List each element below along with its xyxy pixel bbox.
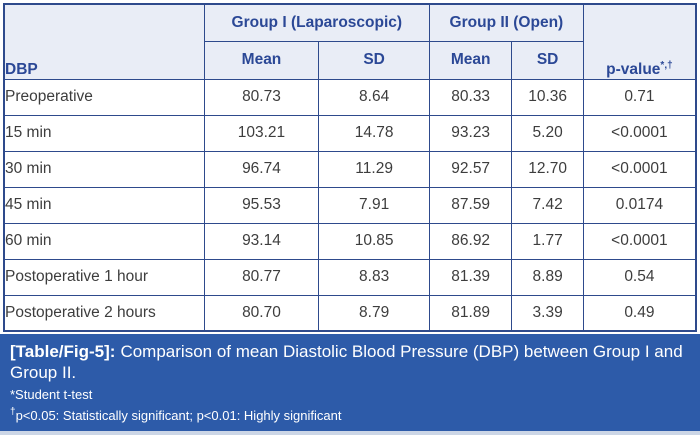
- col-header-pvalue: p-value*,†: [582, 3, 697, 80]
- footnote-student-ttest: *Student t-test: [10, 387, 93, 402]
- g1-sd-cell: 7.91: [318, 186, 430, 224]
- col-header-dbp: DBP: [3, 3, 205, 80]
- table-row: 45 min 95.53 7.91 87.59 7.42 0.0174: [3, 186, 697, 224]
- footnote-dagger-superscript: †: [10, 406, 16, 418]
- g1-mean-cell: 80.73: [203, 78, 320, 116]
- col-header-group2: Group II (Open): [428, 3, 584, 42]
- g2-mean-cell: 86.92: [428, 222, 513, 260]
- pvalue-cell: <0.0001: [582, 150, 697, 188]
- row-label-cell: Postoperative 1 hour: [3, 258, 205, 296]
- g2-sd-cell: 7.42: [511, 186, 584, 224]
- g1-mean-cell: 93.14: [203, 222, 320, 260]
- g1-sd-cell: 8.79: [318, 294, 430, 332]
- row-label-cell: 60 min: [3, 222, 205, 260]
- row-label-cell: Preoperative: [3, 78, 205, 116]
- g2-mean-cell: 93.23: [428, 114, 513, 152]
- footnote-significance: †p<0.05: Statistically significant; p<0.…: [10, 406, 690, 425]
- table-caption-footer: [Table/Fig-5]: Comparison of mean Diastol…: [0, 334, 700, 431]
- pvalue-cell: 0.49: [582, 294, 697, 332]
- row-label-cell: 15 min: [3, 114, 205, 152]
- col-header-mean-g2: Mean: [428, 40, 513, 80]
- g2-mean-cell: 80.33: [428, 78, 513, 116]
- caption-tag: [Table/Fig-5]:: [10, 342, 116, 361]
- g2-sd-cell: 12.70: [511, 150, 584, 188]
- pvalue-cell: 0.0174: [582, 186, 697, 224]
- header-row-stats: Mean SD Mean SD: [4, 40, 696, 80]
- g2-sd-cell: 1.77: [511, 222, 584, 260]
- col-header-group1: Group I (Laparoscopic): [203, 3, 430, 42]
- g1-sd-cell: 14.78: [318, 114, 430, 152]
- pvalue-cell: 0.71: [582, 78, 697, 116]
- header-row-groups: DBP Group I (Laparoscopic) Group II (Ope…: [3, 3, 697, 80]
- g2-mean-cell: 81.89: [428, 294, 513, 332]
- pvalue-header-superscript: *,†: [660, 59, 673, 71]
- g2-mean-cell: 87.59: [428, 186, 513, 224]
- g1-mean-cell: 95.53: [203, 186, 320, 224]
- g2-sd-cell: 5.20: [511, 114, 584, 152]
- row-label-cell: 30 min: [3, 150, 205, 188]
- g2-sd-cell: 10.36: [511, 78, 584, 116]
- table-row: Preoperative 80.73 8.64 80.33 10.36 0.71: [3, 78, 697, 116]
- table-row: Postoperative 2 hours 80.70 8.79 81.89 3…: [3, 294, 697, 332]
- pvalue-header-label: p-value: [606, 60, 661, 78]
- footnote-significance-text: p<0.05: Statistically significant; p<0.0…: [15, 408, 342, 423]
- caption-text: Comparison of mean Diastolic Blood Press…: [10, 342, 683, 382]
- row-label-cell: Postoperative 2 hours: [3, 294, 205, 332]
- table-row: 15 min 103.21 14.78 93.23 5.20 <0.0001: [3, 114, 697, 152]
- col-header-mean-g1: Mean: [203, 40, 320, 80]
- g1-sd-cell: 8.83: [318, 258, 430, 296]
- dbp-comparison-table: DBP Group I (Laparoscopic) Group II (Ope…: [3, 3, 697, 332]
- g1-sd-cell: 11.29: [318, 150, 430, 188]
- g1-mean-cell: 80.70: [203, 294, 320, 332]
- g1-mean-cell: 96.74: [203, 150, 320, 188]
- g1-mean-cell: 80.77: [203, 258, 320, 296]
- table-row: 60 min 93.14 10.85 86.92 1.77 <0.0001: [3, 222, 697, 260]
- pvalue-cell: <0.0001: [582, 114, 697, 152]
- table-row: Postoperative 1 hour 80.77 8.83 81.39 8.…: [3, 258, 697, 296]
- page-root: DBP Group I (Laparoscopic) Group II (Ope…: [0, 3, 700, 435]
- g2-sd-cell: 3.39: [511, 294, 584, 332]
- g2-sd-cell: 8.89: [511, 258, 584, 296]
- table-row: 30 min 96.74 11.29 92.57 12.70 <0.0001: [3, 150, 697, 188]
- g2-mean-cell: 92.57: [428, 150, 513, 188]
- row-label-cell: 45 min: [3, 186, 205, 224]
- g2-mean-cell: 81.39: [428, 258, 513, 296]
- col-header-sd-g2: SD: [511, 40, 584, 80]
- g1-sd-cell: 10.85: [318, 222, 430, 260]
- g1-sd-cell: 8.64: [318, 78, 430, 116]
- col-header-sd-g1: SD: [318, 40, 430, 80]
- pvalue-cell: 0.54: [582, 258, 697, 296]
- table-caption: [Table/Fig-5]: Comparison of mean Diastol…: [10, 341, 690, 383]
- g1-mean-cell: 103.21: [203, 114, 320, 152]
- pvalue-cell: <0.0001: [582, 222, 697, 260]
